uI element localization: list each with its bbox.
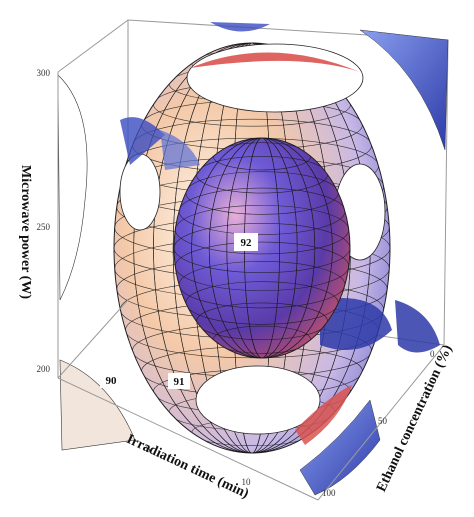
mesh-latitude-line: [196, 302, 328, 340]
mesh-latitude-line: [178, 187, 346, 235]
level-label-91: 91: [174, 376, 185, 388]
inner-isosurface: [173, 137, 351, 359]
z-tick-300: 300: [37, 68, 51, 78]
z-axis: 300 250 200 Microwave power (W): [18, 68, 51, 374]
level-label-92: 92: [241, 237, 253, 249]
y-tick-0: 0: [430, 349, 435, 359]
mesh-longitude-line: [191, 138, 333, 358]
y-tick-100: 100: [322, 488, 336, 498]
mesh-longitude-line: [208, 138, 316, 358]
mesh-latitude-line: [178, 261, 346, 309]
mesh-latitude-line: [196, 156, 328, 194]
mesh-latitude-line: [213, 325, 311, 354]
corner-fragments: [57, 22, 449, 496]
plot-box-front: [57, 72, 445, 501]
x-tick-5: 5: [146, 444, 151, 454]
mesh-latitude-line: [174, 205, 350, 255]
mesh-longitude-line: [226, 138, 298, 358]
level-labels: 90 91 92: [100, 233, 258, 389]
mesh-latitude-line: [174, 223, 350, 273]
z-axis-title: Microwave power (W): [18, 165, 33, 299]
mesh-latitude-line: [185, 171, 339, 215]
z-tick-200: 200: [37, 364, 51, 374]
x-tick-10: 10: [242, 477, 252, 487]
y-tick-50: 50: [378, 416, 388, 426]
z-tick-250: 250: [37, 222, 51, 232]
mesh-latitude-line: [185, 281, 339, 325]
level-label-90: 90: [106, 375, 118, 387]
mesh-latitude-line: [174, 241, 350, 291]
